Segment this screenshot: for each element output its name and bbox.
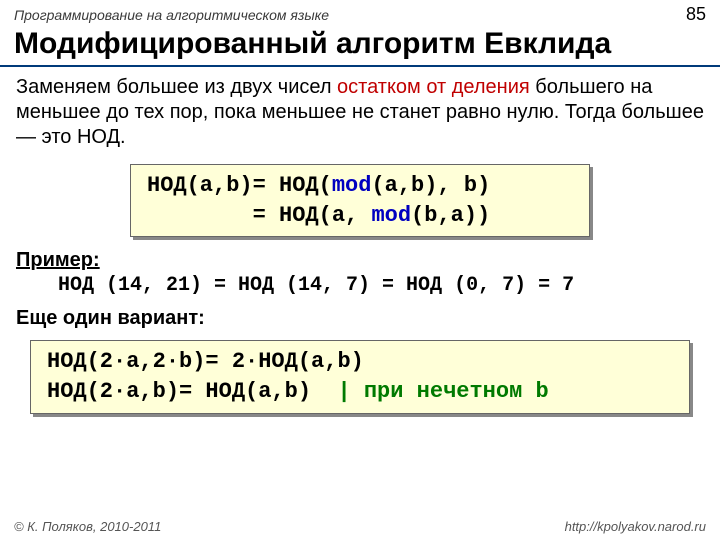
header-row: Программирование на алгоритмическом язык… (0, 0, 720, 27)
code-box-2: НОД(2·a,2·b)= 2·НОД(a,b) НОД(2·a,b)= НОД… (30, 340, 690, 413)
para-highlight: остатком от деления (337, 76, 530, 98)
example-label: Пример: (0, 243, 720, 272)
code2-line1: НОД(2·a,2·b)= 2·НОД(a,b) (47, 347, 673, 377)
code2-line2: НОД(2·a,b)= НОД(a,b) | при нечетном b (47, 377, 673, 407)
example-line: НОД (14, 21) = НОД (14, 7) = НОД (0, 7) … (0, 272, 720, 301)
doc-header: Программирование на алгоритмическом язык… (14, 7, 329, 23)
footer-left: © К. Поляков, 2010-2011 (14, 519, 161, 534)
variant-label: Еще один вариант: (0, 301, 720, 330)
para-pre: Заменяем большее из двух чисел (16, 76, 337, 98)
slide-title: Модифицированный алгоритм Евклида (0, 27, 720, 67)
footer-right: http://kpolyakov.narod.ru (565, 519, 706, 534)
code1-line1: НОД(a,b)= НОД(mod(a,b), b) (147, 171, 573, 201)
footer: © К. Поляков, 2010-2011 http://kpolyakov… (0, 519, 720, 534)
code-box-1: НОД(a,b)= НОД(mod(a,b), b) = НОД(a, mod(… (130, 164, 590, 237)
page-number: 85 (686, 4, 706, 25)
code1-line2: = НОД(a, mod(b,a)) (147, 201, 573, 231)
main-paragraph: Заменяем большее из двух чисел остатком … (0, 67, 720, 154)
